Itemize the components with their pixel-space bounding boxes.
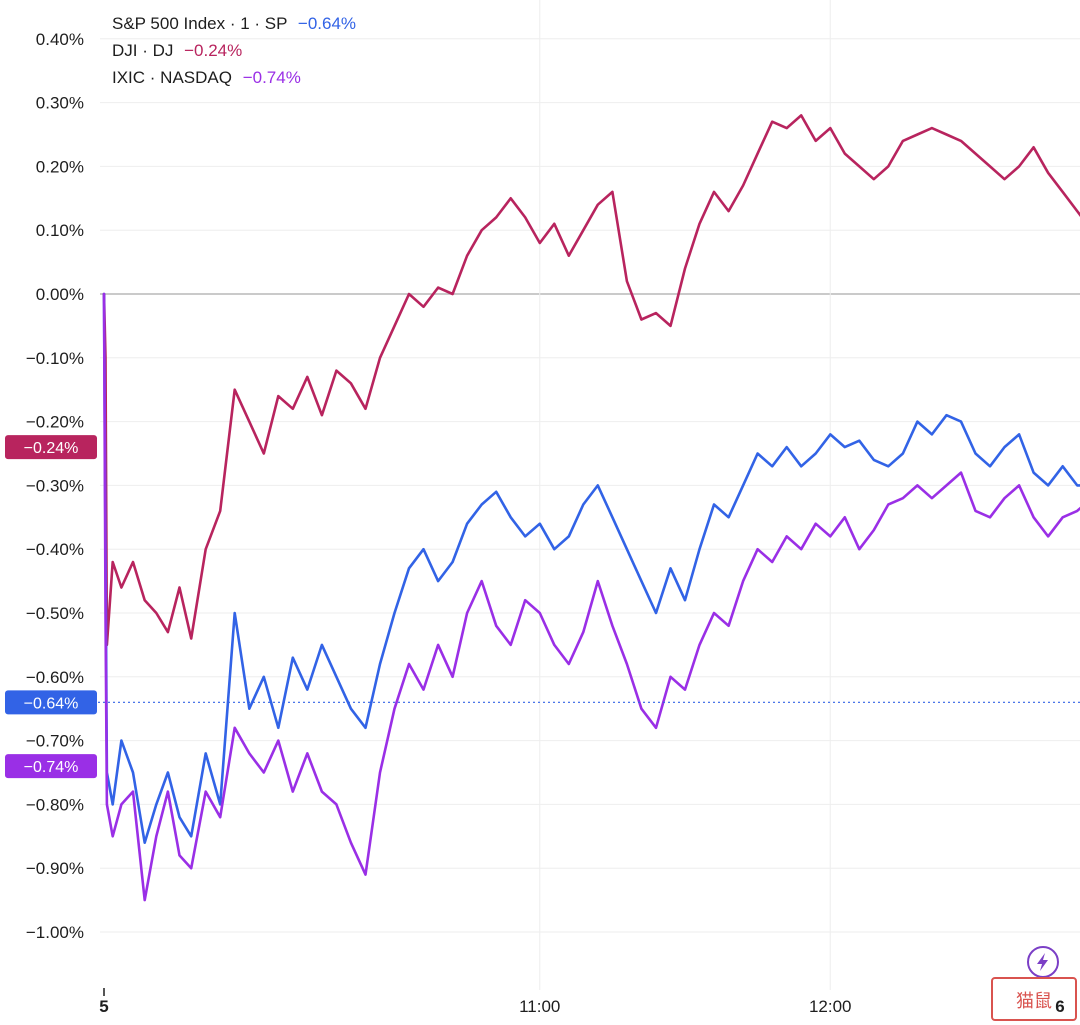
pill-text: −0.24% — [24, 440, 79, 457]
last-value-pill-dji: −0.24% — [5, 435, 97, 460]
x-tick-label: 12:00 — [809, 997, 852, 1016]
legend-change: −0.64% — [297, 14, 357, 33]
pill-background — [5, 435, 97, 460]
legend-name: S&P 500 Index · 1 · SP — [112, 14, 288, 33]
y-tick-label: −0.60% — [26, 668, 84, 687]
y-tick-label: 0.10% — [36, 221, 84, 240]
watermark-stamp: 猫鼠 — [991, 977, 1077, 1021]
y-tick-label: −0.30% — [26, 476, 84, 495]
pill-text: −0.74% — [24, 759, 79, 776]
series-line-ixic[interactable] — [102, 292, 1080, 902]
y-tick-label: −0.10% — [26, 349, 84, 368]
y-tick-label: −0.20% — [26, 413, 84, 432]
y-axis: 0.40% 0.30% 0.20% 0.10% 0.00% −0.10% −0.20% −0.… — [26, 30, 84, 942]
pill-background — [5, 690, 97, 715]
lightning-icon[interactable] — [1027, 946, 1059, 978]
legend-item-ixic[interactable]: IXIC · NASDAQ −0.74% — [112, 64, 356, 91]
y-tick-label: −1.00% — [26, 923, 84, 942]
legend-name: DJI · DJ — [112, 41, 174, 60]
series-layer — [102, 103, 1080, 902]
legend-change: −0.24% — [184, 41, 243, 60]
y-tick-label: −0.80% — [26, 795, 84, 814]
legend: S&P 500 Index · 1 · SP −0.64% DJI · DJ −… — [112, 10, 356, 91]
y-tick-label: 0.20% — [36, 157, 84, 176]
series-line-sp[interactable] — [102, 292, 1080, 845]
last-value-labels: −0.24% −0.64% −0.74% — [5, 435, 97, 779]
last-value-pill-sp: −0.64% — [5, 690, 97, 715]
watermark-text: 猫鼠 — [1016, 991, 1052, 1012]
pill-text: −0.64% — [24, 695, 79, 712]
legend-item-dji[interactable]: DJI · DJ −0.24% — [112, 37, 356, 64]
legend-change: −0.74% — [242, 68, 301, 87]
x-tick-label: 5 — [99, 997, 108, 1016]
y-tick-label: −0.50% — [26, 604, 84, 623]
x-tick-label: 6 — [1055, 997, 1064, 1016]
legend-item-sp[interactable]: S&P 500 Index · 1 · SP −0.64% — [112, 10, 356, 37]
last-value-pill-ixic: −0.74% — [5, 754, 97, 779]
series-line-dji[interactable] — [102, 103, 1080, 647]
y-tick-label: 0.00% — [36, 285, 84, 304]
y-tick-label: 0.40% — [36, 30, 84, 49]
y-tick-label: 0.30% — [36, 94, 84, 113]
pill-background — [5, 754, 97, 779]
x-tick-label: 11:00 — [519, 997, 560, 1016]
y-tick-label: −0.70% — [26, 732, 84, 751]
legend-name: IXIC · NASDAQ — [112, 68, 232, 87]
y-tick-label: −0.40% — [26, 540, 84, 559]
y-tick-label: −0.90% — [26, 859, 84, 878]
